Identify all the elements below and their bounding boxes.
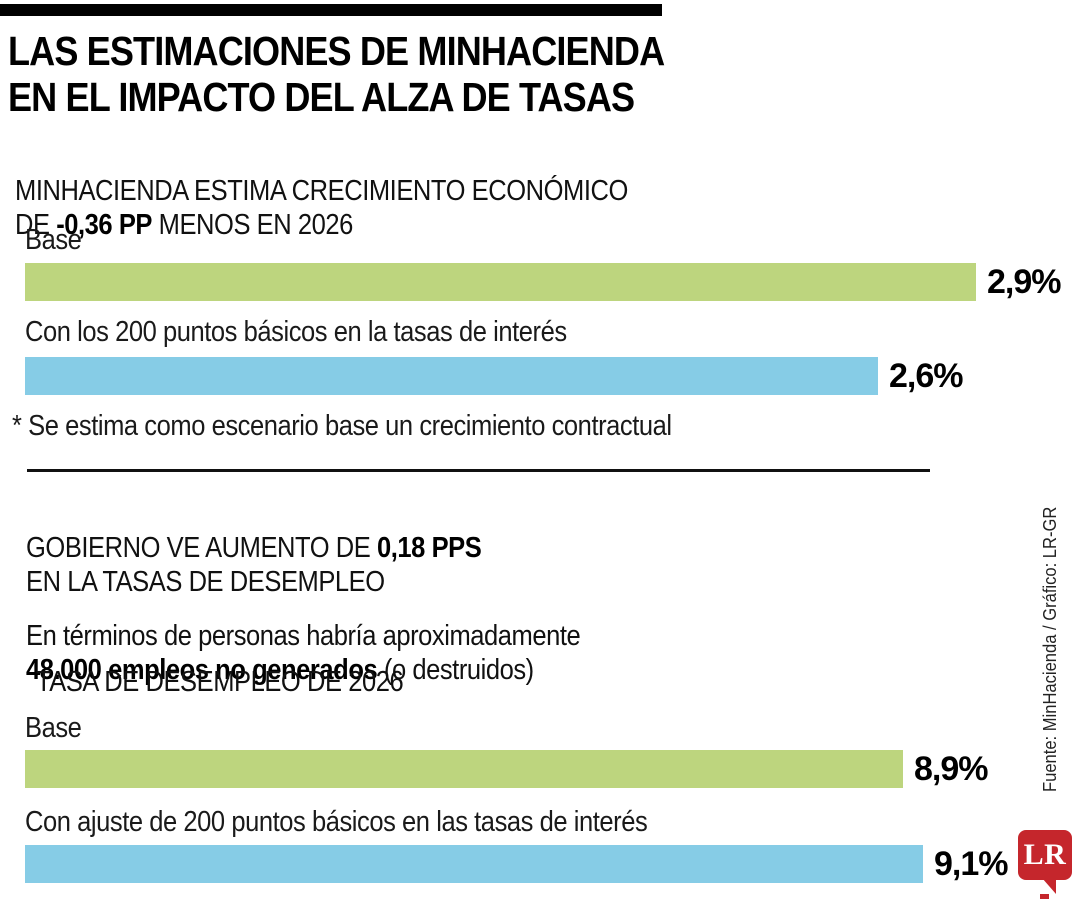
- unemployment-heading-figure: 0,18 PPS: [377, 532, 482, 564]
- growth-heading-text: MINHACIENDA ESTIMA CRECIMIENTO ECONÓMICO…: [15, 175, 628, 241]
- lr-logo-tail: [1042, 878, 1056, 894]
- unemployment-bar-label-base: Base: [25, 712, 82, 744]
- lr-logo-text: LR: [1023, 838, 1067, 871]
- growth-bar-row-adjusted: 2,6%: [25, 357, 963, 395]
- unemployment-heading-tail: EN LA TASAS DE DESEMPLEO: [26, 566, 385, 598]
- unemployment-body-figure: 48.000 empleos no generados: [26, 654, 378, 686]
- source-credit: Fuente: MinHacienda / Gráfico: LR-GR: [1040, 506, 1060, 792]
- growth-heading-tail: MENOS EN 2026: [152, 209, 354, 241]
- unemployment-bar-value-base: 8,9%: [914, 749, 988, 788]
- growth-bar-label-adjusted: Con los 200 puntos básicos en la tasas d…: [25, 316, 567, 348]
- growth-bar-row-base: 2,9%: [25, 263, 1061, 301]
- unemployment-body-text: En términos de personas habría aproximad…: [26, 585, 581, 687]
- growth-bar-value-base: 2,9%: [987, 262, 1061, 301]
- page-title: LAS ESTIMACIONES DE MINHACIENDA EN EL IM…: [8, 28, 665, 120]
- unemployment-chart-title: TASA DE DESEMPLEO DE 2026: [36, 666, 404, 698]
- unemployment-section-heading: GOBIERNO VE AUMENTO DE 0,18 PPS EN LA TA…: [26, 497, 482, 599]
- unemployment-bar-base: [25, 750, 903, 788]
- unemployment-heading-text: GOBIERNO VE AUMENTO DE: [26, 532, 378, 564]
- lr-logo: LR: [1018, 830, 1072, 899]
- unemployment-bar-adjusted: [25, 845, 923, 883]
- growth-footnote: * Se estima como escenario base un creci…: [12, 410, 672, 442]
- growth-bar-value-adjusted: 2,6%: [889, 356, 963, 395]
- unemployment-bar-row-adjusted: 9,1%: [25, 845, 1008, 883]
- growth-bar-label-base: Base: [25, 224, 82, 256]
- unemployment-bar-row-base: 8,9%: [25, 750, 988, 788]
- growth-section-heading: MINHACIENDA ESTIMA CRECIMIENTO ECONÓMICO…: [15, 140, 628, 242]
- top-rule: [0, 4, 662, 16]
- unemployment-bar-label-adjusted: Con ajuste de 200 puntos básicos en las …: [25, 806, 648, 838]
- unemployment-bar-value-adjusted: 9,1%: [934, 844, 1008, 883]
- lr-logo-bubble: LR: [1018, 830, 1072, 880]
- growth-heading-figure: -0,36 PP: [56, 209, 153, 241]
- unemployment-body-tail: (o destruidos): [377, 654, 534, 686]
- lr-logo-dot: [1040, 894, 1049, 899]
- growth-bar-base: [25, 263, 976, 301]
- section-divider: [27, 469, 930, 472]
- unemployment-body-lead: En términos de personas habría aproximad…: [26, 620, 581, 652]
- growth-bar-adjusted: [25, 357, 878, 395]
